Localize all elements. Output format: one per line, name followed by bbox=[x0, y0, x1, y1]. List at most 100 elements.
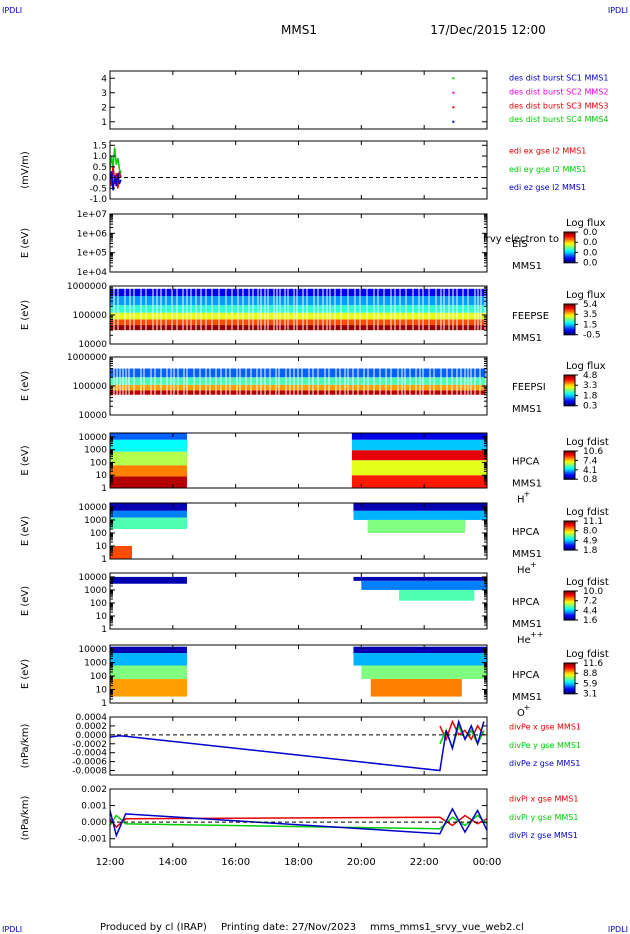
colorbar-segment bbox=[564, 476, 575, 479]
legend-entry: divPi x gse MMS1 bbox=[509, 795, 578, 804]
colorbar-frame bbox=[563, 303, 576, 336]
colorbar-segment bbox=[564, 329, 575, 332]
colorbar-segment bbox=[564, 528, 575, 530]
heatmap-band bbox=[110, 653, 187, 666]
colorbar-segment bbox=[564, 470, 575, 473]
colorbar-segment bbox=[564, 378, 575, 381]
y-axis-label: E (eV) bbox=[20, 516, 31, 546]
colorbar-segment bbox=[564, 240, 575, 243]
y-axis-label: E (eV) bbox=[20, 300, 31, 330]
colorbar-segment bbox=[564, 237, 575, 239]
colorbar-segment bbox=[564, 611, 575, 614]
colorbar-segment bbox=[564, 234, 575, 237]
heatmap-band bbox=[351, 450, 487, 461]
footer-script: mms_mms1_srvy_vue_web2.cl bbox=[370, 922, 524, 933]
y-tick-label: 10 bbox=[96, 612, 108, 622]
corner-label-top-right: IPDLI bbox=[608, 6, 628, 15]
panels: 1 2 3 4 des dist burst SC1 MMS1 des dist burs… bbox=[20, 70, 609, 848]
y-tick-label: 0.002 bbox=[81, 785, 107, 795]
colorbar-segment bbox=[564, 468, 575, 471]
colorbar-segment bbox=[564, 689, 575, 692]
y-axis-label: E (eV) bbox=[20, 586, 31, 616]
colorbar-segment bbox=[564, 330, 575, 333]
colorbar-segment bbox=[564, 400, 575, 403]
colorbar-segment bbox=[564, 390, 575, 393]
colorbar-segment bbox=[564, 256, 575, 259]
colorbar-segment bbox=[564, 530, 575, 533]
colorbar-title: Log fdist bbox=[566, 507, 609, 518]
heatmap-band bbox=[110, 517, 187, 530]
y-tick-label: 1e+07 bbox=[77, 210, 107, 220]
y-tick-label: 10000 bbox=[78, 433, 107, 443]
heatmap-band bbox=[351, 460, 487, 476]
x-tick-label: 16:00 bbox=[221, 857, 250, 868]
colorbar-segment bbox=[564, 312, 575, 315]
species-label: He bbox=[517, 565, 531, 576]
colorbar-segment bbox=[564, 257, 575, 260]
colorbar-segment bbox=[564, 459, 575, 461]
colorbar-tick-label: 7.2 bbox=[583, 597, 597, 607]
colorbar-segment bbox=[564, 536, 575, 539]
y-tick-label: 0.001 bbox=[81, 802, 107, 812]
series-line bbox=[110, 718, 485, 772]
instrument-label: FEEPSI bbox=[512, 382, 546, 393]
y-axis-label: (nPa/km) bbox=[20, 796, 31, 841]
y-tick-label: 1e+05 bbox=[77, 249, 107, 259]
colorbar-segment bbox=[564, 246, 575, 248]
y-axis-label: E (eV) bbox=[20, 228, 31, 258]
colorbar-tick-label: 3.5 bbox=[583, 310, 597, 320]
colorbar-segment bbox=[564, 462, 575, 465]
x-tick-label: 20:00 bbox=[347, 857, 376, 868]
colorbar-segment bbox=[564, 473, 575, 475]
plot-area-hpca_hepp bbox=[110, 576, 487, 601]
panel-hpca_he: 10000 1000 100 10 1 E (eV) HPCA MMS1 He+ Log fdis… bbox=[20, 502, 609, 576]
colorbar-segment bbox=[564, 616, 575, 619]
colorbar-segment bbox=[564, 537, 575, 540]
panel-divpi: 0.002 0.001 0.000 -0.001 (nPa/km) divPi x gse… bbox=[20, 785, 578, 848]
colorbar-segment bbox=[564, 531, 575, 534]
colorbar-segment bbox=[564, 533, 575, 535]
instrument-label: HPCA bbox=[512, 597, 540, 608]
y-tick-label: -0.001 bbox=[78, 835, 107, 845]
colorbar-segment bbox=[564, 324, 575, 327]
colorbar-title: Log flux bbox=[566, 361, 606, 372]
colorbar-tick-label: 11.1 bbox=[583, 517, 603, 527]
plot-area-hpca_h bbox=[110, 433, 487, 488]
y-tick-label: 100 bbox=[90, 672, 107, 682]
colorbar-segment bbox=[564, 668, 575, 670]
panel-edi: 1.51.00.50.0-0.5-1.0 (mV/m) edi ex gse l2 … bbox=[20, 140, 587, 205]
colorbar-segment bbox=[564, 610, 575, 613]
colorbar-segment bbox=[564, 474, 575, 477]
colorbar-title: Log flux bbox=[566, 218, 606, 229]
y-tick-label: 100 bbox=[90, 458, 107, 468]
colorbar-segment bbox=[564, 310, 575, 313]
spacecraft-label: MMS1 bbox=[512, 333, 542, 344]
heatmap-band bbox=[110, 476, 187, 488]
colorbar-tick-label: 0.8 bbox=[583, 475, 598, 485]
colorbar-segment bbox=[564, 664, 575, 667]
heatmap-band bbox=[110, 439, 187, 452]
colorbar-segment bbox=[564, 247, 575, 250]
legend-entry: des dist burst SC2 MMS2 bbox=[509, 87, 608, 96]
colorbar-segment bbox=[564, 454, 575, 457]
colorbar-tick-label: 3.1 bbox=[583, 690, 597, 700]
panel-frame bbox=[109, 140, 488, 200]
colorbar-segment bbox=[564, 594, 575, 597]
colorbar-segment bbox=[564, 385, 575, 388]
colorbar-segment bbox=[564, 543, 575, 546]
legend-entry: des dist burst SC1 MMS1 bbox=[509, 74, 608, 83]
species-label: H bbox=[517, 495, 525, 506]
heatmap-band bbox=[110, 665, 187, 680]
colorbar-segment bbox=[564, 461, 575, 464]
colorbar-segment bbox=[564, 314, 575, 317]
panel-feepse: 1000000 100000 10000 E (eV) FEEPSE MMS1 Log fl… bbox=[20, 282, 606, 350]
colorbar-segment bbox=[564, 260, 575, 262]
colorbar-tick-label: 0.3 bbox=[583, 402, 597, 412]
heatmap-band bbox=[110, 545, 132, 559]
colorbar-segment bbox=[564, 455, 575, 458]
instrument-label: FEEPSE bbox=[512, 311, 549, 322]
colorbar-segment bbox=[564, 671, 575, 674]
colorbar-segment bbox=[564, 315, 575, 318]
panel-frame bbox=[109, 716, 488, 776]
colorbar-frame bbox=[563, 450, 576, 480]
